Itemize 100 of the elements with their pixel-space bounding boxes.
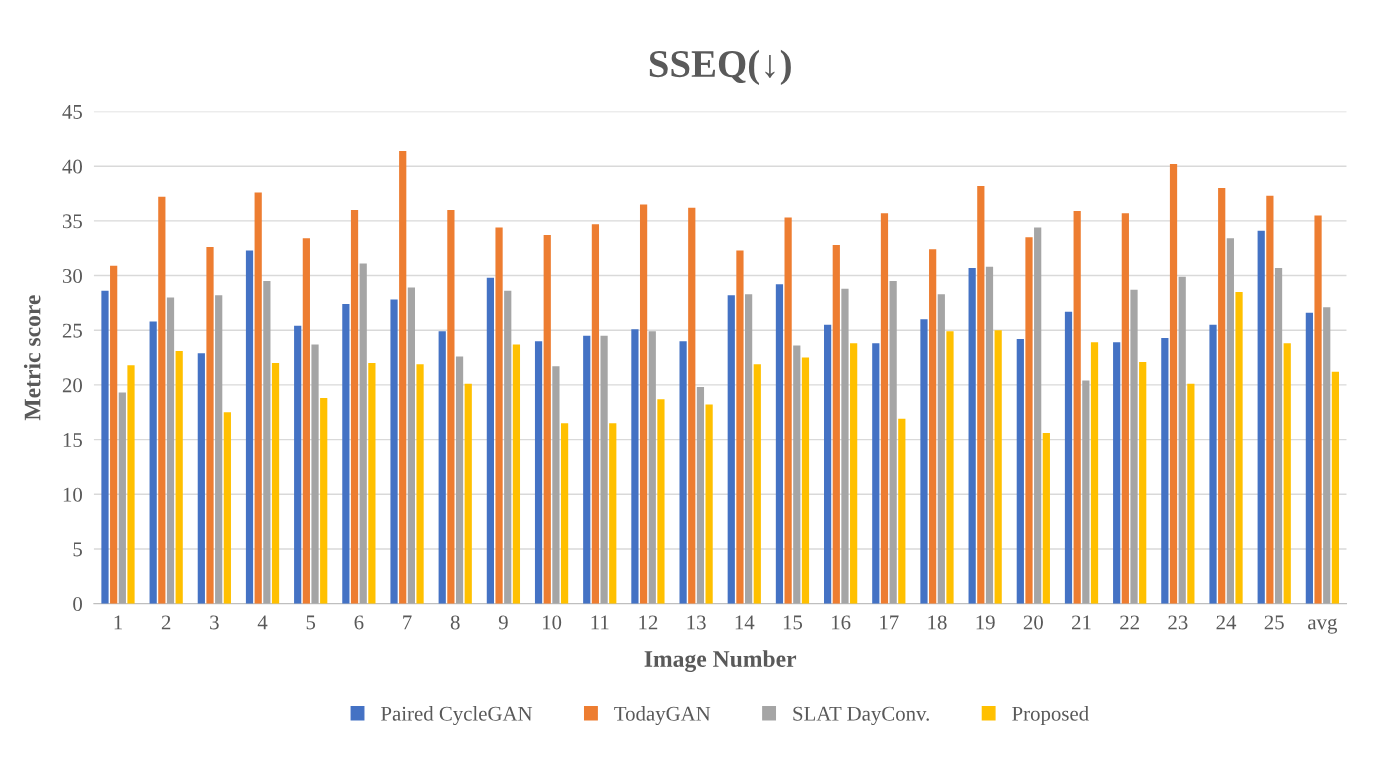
bar: [534, 341, 543, 604]
bar: [1314, 215, 1322, 604]
bar: [512, 344, 521, 604]
bar: [149, 321, 157, 604]
bar: [1064, 311, 1073, 604]
bar: [898, 418, 906, 604]
bar: [495, 227, 503, 604]
bar: [985, 266, 994, 604]
x-tick-label: 1: [114, 615, 122, 630]
x-tick-label: 15: [783, 615, 803, 630]
bar: [206, 247, 214, 604]
bar: [455, 356, 464, 604]
bar: [583, 335, 591, 604]
bar: [223, 412, 231, 604]
bar: [1187, 383, 1195, 604]
y-tick-label: 20: [62, 378, 82, 393]
bar: [311, 344, 319, 604]
bar: [543, 235, 551, 604]
bar: [254, 192, 262, 604]
bar: [1169, 164, 1178, 604]
y-axis-title: Metric score: [23, 295, 41, 421]
bar: [609, 423, 617, 604]
bar: [127, 365, 135, 604]
x-tick-label: 17: [880, 615, 899, 630]
y-tick-label: 15: [63, 433, 82, 448]
bar: [591, 224, 600, 604]
bar: [359, 263, 367, 604]
bar: [1274, 267, 1283, 604]
bar: [631, 329, 639, 604]
bar: [679, 341, 687, 604]
bar: [245, 250, 254, 604]
bar: [416, 364, 424, 604]
y-tick-label: 45: [62, 105, 82, 119]
bar: [101, 290, 109, 604]
bar: [793, 345, 801, 604]
legend-label: TodayGAN: [614, 706, 711, 726]
bar: [368, 363, 376, 604]
bar: [1161, 337, 1169, 604]
bar: [1042, 433, 1050, 604]
bar: [552, 366, 560, 604]
y-tick-label: 5: [73, 542, 82, 557]
bar: [889, 281, 897, 604]
x-tick-label: 5: [306, 615, 316, 630]
x-tick-label: 8: [450, 615, 460, 630]
bar: [342, 303, 350, 604]
bar: [390, 299, 398, 604]
bar: [197, 353, 205, 604]
bar: [832, 244, 840, 604]
bar: [320, 398, 328, 604]
bar: [688, 207, 696, 604]
chart-title: SSEQ(↓): [649, 49, 791, 86]
bar: [639, 204, 648, 604]
bar: [302, 238, 310, 604]
bar: [977, 185, 985, 604]
bar: [1090, 342, 1099, 604]
x-tick-label: 10: [542, 615, 562, 630]
bar: [294, 325, 302, 604]
bar: [946, 331, 954, 604]
bar: [1130, 289, 1138, 604]
bar: [110, 265, 118, 604]
x-tick-label: 2: [161, 615, 171, 630]
bar: [399, 150, 407, 604]
bar: [560, 423, 569, 604]
bar: [929, 249, 937, 604]
bar: [753, 364, 761, 604]
x-axis-title: Image Number: [644, 650, 797, 672]
bar: [486, 277, 495, 604]
x-tick-label: 20: [1023, 615, 1043, 630]
legend-label: SLAT DayConv.: [793, 706, 929, 726]
bar: [1016, 338, 1024, 604]
bar: [801, 357, 810, 604]
bar: [745, 294, 753, 604]
x-tick-label: 3: [210, 615, 219, 630]
bar: [1331, 371, 1340, 604]
bar: [705, 404, 713, 604]
x-tick-label: 25: [1264, 615, 1284, 630]
y-tick-label: 35: [62, 214, 82, 229]
x-tick-label: 22: [1120, 615, 1139, 630]
bar: [438, 331, 446, 604]
bar: [1323, 307, 1331, 604]
bar: [648, 331, 656, 604]
x-tick-label: 14: [735, 615, 755, 630]
x-tick-label: avg: [1308, 618, 1338, 634]
x-tick-label: 24: [1216, 615, 1237, 630]
bar: [1082, 380, 1090, 604]
bar: [447, 209, 455, 604]
y-tick-label: 0: [73, 597, 82, 612]
x-tick-label: 23: [1168, 615, 1188, 630]
x-tick-label: 9: [498, 615, 508, 630]
bar: [657, 399, 665, 604]
bar: [1226, 238, 1234, 604]
x-tick-label: 11: [591, 615, 609, 630]
bar: [841, 288, 849, 604]
bar: [1257, 230, 1265, 604]
bar: [175, 351, 183, 604]
bar: [271, 363, 280, 604]
bar: [407, 287, 415, 604]
bar: [504, 290, 512, 604]
bar: [158, 196, 166, 604]
bar: [600, 335, 608, 604]
